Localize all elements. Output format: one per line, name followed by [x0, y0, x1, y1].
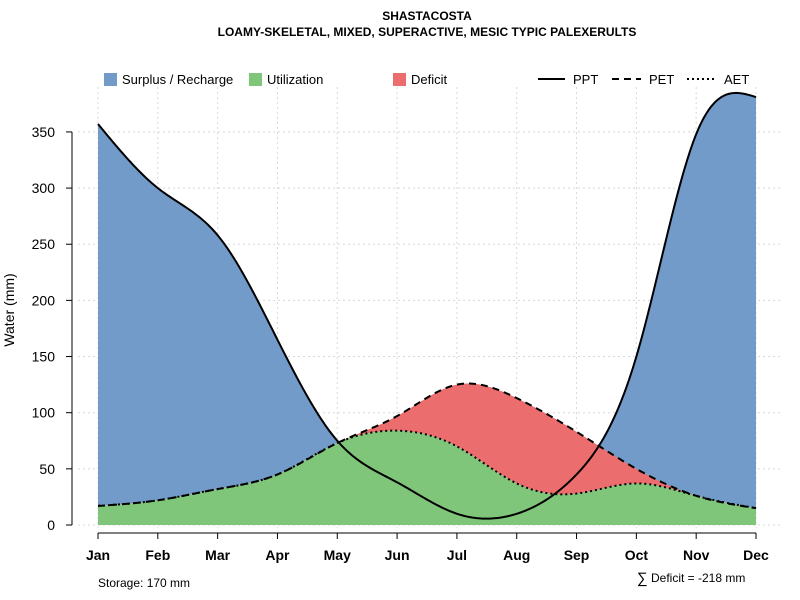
storage-annotation: Storage: 170 mm — [98, 576, 190, 590]
y-axis-title: Water (mm) — [1, 273, 17, 346]
y-tick-label: 150 — [32, 349, 56, 365]
x-tick-label: Mar — [205, 547, 230, 563]
y-tick-label: 100 — [32, 405, 56, 421]
utilization-area — [98, 430, 756, 519]
legend-swatch-surplus — [104, 73, 117, 86]
x-tick-label: May — [324, 547, 351, 563]
series-lines — [97, 91, 757, 520]
legend-label-deficit: Deficit — [411, 72, 448, 87]
chart-title: SHASTACOSTA — [382, 9, 472, 23]
area-fills — [98, 92, 756, 525]
axes: 0 50 100 150 200 250 300 350 Jan Feb Mar Apr May Jun J… — [32, 124, 769, 563]
surplus-area — [98, 92, 756, 509]
pet-line — [97, 382, 757, 510]
deficit-area — [98, 383, 756, 509]
legend-label-utilization: Utilization — [267, 72, 323, 87]
x-tick-label: Jan — [86, 547, 110, 563]
x-tick-label: Nov — [683, 547, 710, 563]
x-tick-label: Apr — [265, 547, 290, 563]
chart-subtitle: LOAMY-SKELETAL, MIXED, SUPERACTIVE, MESI… — [218, 25, 637, 39]
x-tick-label: Jun — [385, 547, 410, 563]
x-tick-label: Oct — [625, 547, 649, 563]
x-tick-label: Aug — [503, 547, 530, 563]
sum-symbol: ∑ — [637, 570, 648, 587]
legend-swatch-deficit — [393, 73, 406, 86]
x-tick-label: Dec — [743, 547, 769, 563]
deficit-annotation: Deficit = -218 mm — [651, 571, 745, 585]
aet-base-area — [98, 442, 756, 525]
legend-label-aet: AET — [724, 72, 749, 87]
ppt-line — [97, 91, 757, 520]
x-tick-label: Sep — [564, 547, 590, 563]
y-tick-label: 0 — [47, 517, 55, 533]
legend-swatch-utilization — [249, 73, 262, 86]
y-tick-label: 350 — [32, 124, 56, 140]
y-tick-label: 250 — [32, 236, 56, 252]
y-tick-label: 50 — [39, 461, 55, 477]
x-tick-label: Jul — [447, 547, 467, 563]
y-tick-label: 300 — [32, 180, 56, 196]
legend-label-surplus: Surplus / Recharge — [122, 72, 233, 87]
legend-label-ppt: PPT — [573, 72, 598, 87]
x-tick-label: Feb — [145, 547, 170, 563]
legend-label-pet: PET — [649, 72, 674, 87]
legend: Surplus / Recharge Utilization Deficit P… — [104, 72, 749, 87]
y-tick-label: 200 — [32, 292, 56, 308]
